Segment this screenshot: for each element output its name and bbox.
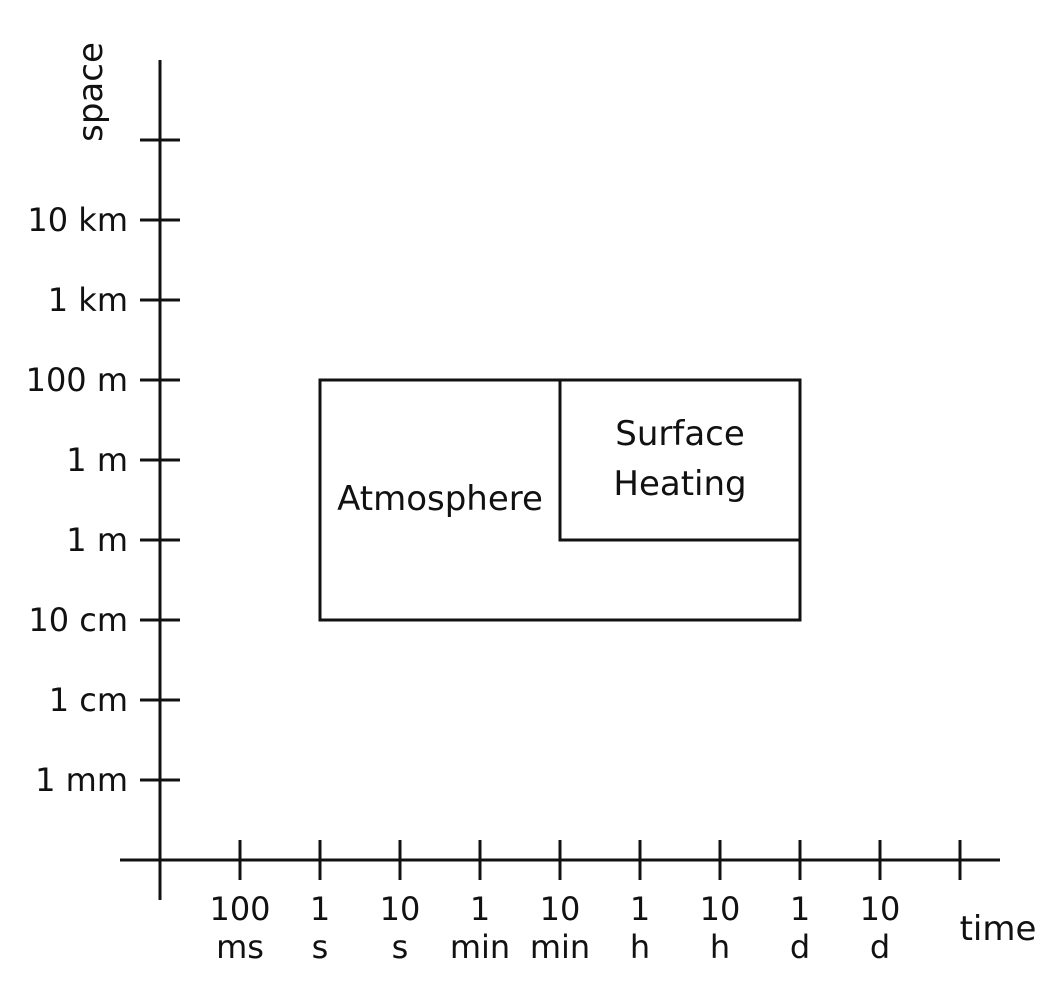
x-tick-label-unit: s — [392, 928, 409, 966]
x-tick-label-unit: d — [870, 928, 890, 966]
surface-heating-box — [558, 378, 802, 542]
y-tick-label: 100 m — [26, 361, 128, 399]
x-tick-label-value: 100 — [209, 890, 270, 928]
surface-heating-label-line2: Heating — [613, 464, 746, 504]
y-tick-label: 1 km — [48, 281, 128, 319]
surface-heating-region: Surface Heating — [558, 378, 802, 542]
x-tick-label-unit: min — [530, 928, 590, 966]
y-tick-label: 1 cm — [49, 681, 128, 719]
atmosphere-region: Atmosphere — [318, 378, 802, 622]
x-tick-label-unit: d — [790, 928, 810, 966]
y-axis-ticks: 10 km 1 km 100 m 1 m 1 m 10 cm 1 cm 1 mm — [26, 138, 180, 799]
x-tick-label-unit: s — [312, 928, 329, 966]
y-tick-label: 10 km — [27, 201, 128, 239]
y-axis-name: space — [71, 42, 111, 142]
y-tick-label: 10 cm — [28, 601, 128, 639]
x-tick-label-value: 1 — [470, 890, 490, 928]
atmosphere-label: Atmosphere — [337, 479, 543, 519]
x-tick-label-unit: h — [710, 928, 730, 966]
x-axis-name: time — [960, 909, 1037, 949]
x-tick-label-unit: h — [630, 928, 650, 966]
x-tick-label-unit: min — [450, 928, 510, 966]
x-tick-label-value: 1 — [630, 890, 650, 928]
x-tick-label-value: 1 — [790, 890, 810, 928]
x-tick-label-unit: ms — [216, 928, 264, 966]
y-tick-label: 1 m — [66, 441, 128, 479]
y-tick-label: 1 m — [66, 521, 128, 559]
x-tick-label-value: 1 — [310, 890, 330, 928]
x-tick-label-value: 10 — [700, 890, 741, 928]
x-tick-label-value: 10 — [540, 890, 581, 928]
x-tick-label-value: 10 — [380, 890, 421, 928]
y-tick-label: 1 mm — [35, 761, 128, 799]
surface-heating-label-line1: Surface — [615, 414, 745, 454]
x-tick-label-value: 10 — [860, 890, 901, 928]
